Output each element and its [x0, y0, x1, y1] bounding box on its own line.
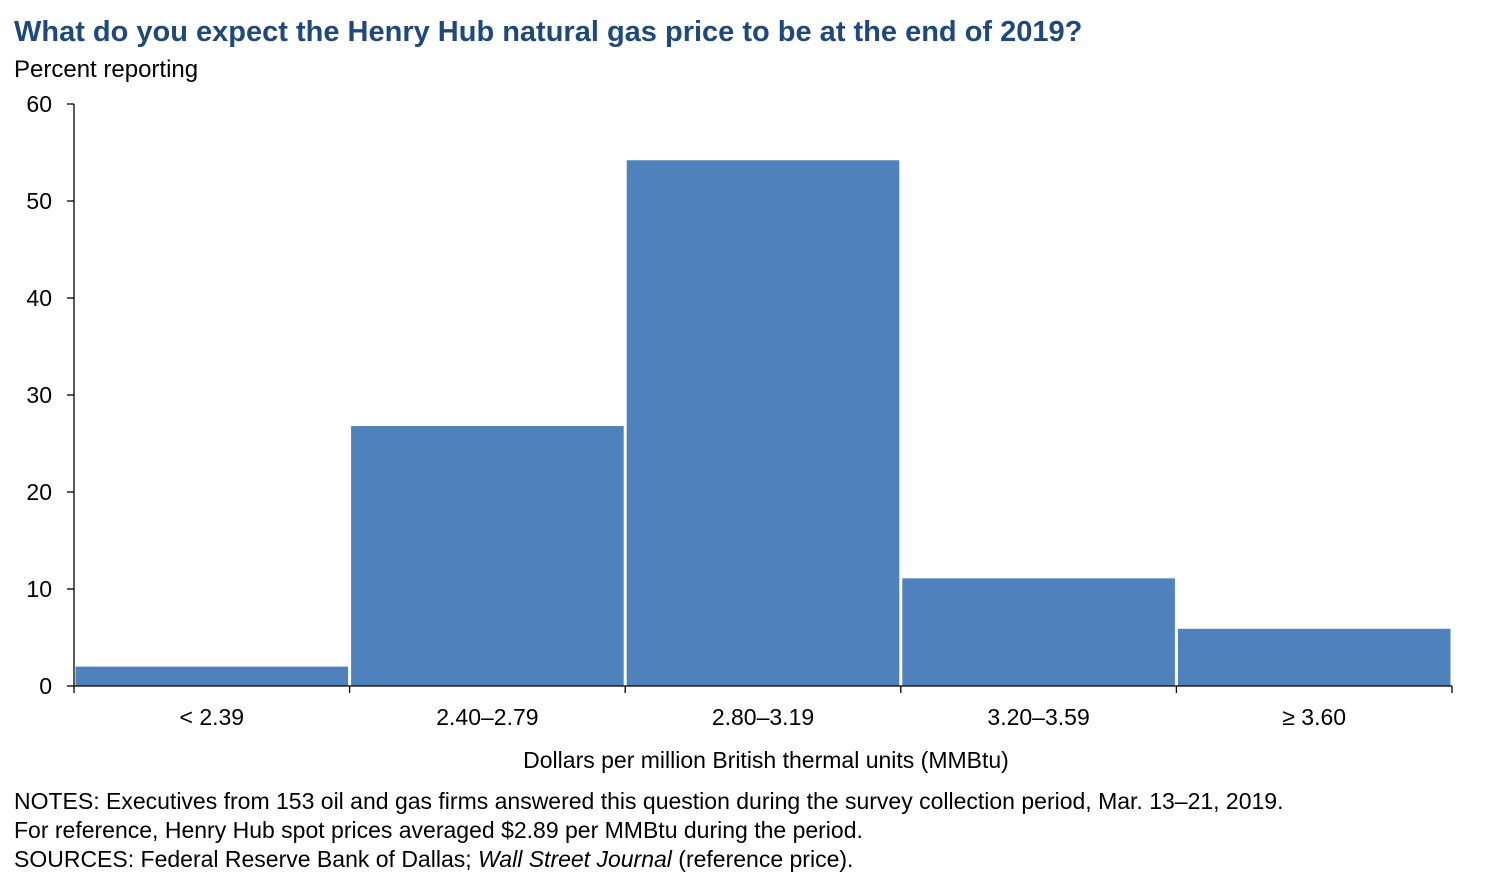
sources-suffix: (reference price). [671, 846, 854, 872]
y-tick-label-20: 20 [26, 479, 52, 505]
x-tick-label-5: ≥ 3.60 [1282, 704, 1346, 730]
chart-title: What do you expect the Henry Hub natural… [14, 16, 1083, 48]
x-tick-label-2: 2.40–2.79 [436, 704, 538, 730]
bar-chart: 0 10 20 30 40 50 60 < 2.39 2.40–2.79 2.80–3.19 3.2… [26, 91, 1453, 773]
bar-1 [75, 666, 349, 686]
y-tick-label-60: 60 [26, 91, 52, 117]
sources-prefix: SOURCES: Federal Reserve Bank of Dallas; [14, 846, 479, 872]
bar-3 [626, 160, 900, 686]
x-axis-label: Dollars per million British thermal unit… [523, 747, 1009, 773]
sources-line: SOURCES: Federal Reserve Bank of Dallas;… [14, 845, 1284, 874]
bar-2 [351, 426, 624, 686]
y-tick-label-50: 50 [26, 188, 52, 214]
y-tick-label-10: 10 [26, 576, 52, 602]
tick-labels: 0 10 20 30 40 50 60 < 2.39 2.40–2.79 2.80–3.19 3.2… [26, 91, 1346, 730]
x-tick-label-1: < 2.39 [180, 704, 245, 730]
axes [67, 103, 1453, 693]
notes-section: NOTES: Executives from 153 oil and gas f… [14, 787, 1284, 874]
y-tick-label-40: 40 [26, 285, 52, 311]
sources-italic: Wall Street Journal [478, 846, 672, 872]
y-tick-label-30: 30 [26, 382, 52, 408]
bars-layer [75, 160, 1451, 686]
notes-line-1: NOTES: Executives from 153 oil and gas f… [14, 788, 1284, 814]
bar-5 [1177, 628, 1451, 686]
y-axis-label: Percent reporting [14, 56, 199, 83]
bar-4 [902, 578, 1175, 686]
notes-line-2: For reference, Henry Hub spot prices ave… [14, 817, 863, 843]
x-tick-label-4: 3.20–3.59 [987, 704, 1089, 730]
y-tick-label-0: 0 [39, 673, 52, 699]
x-tick-label-3: 2.80–3.19 [712, 704, 814, 730]
